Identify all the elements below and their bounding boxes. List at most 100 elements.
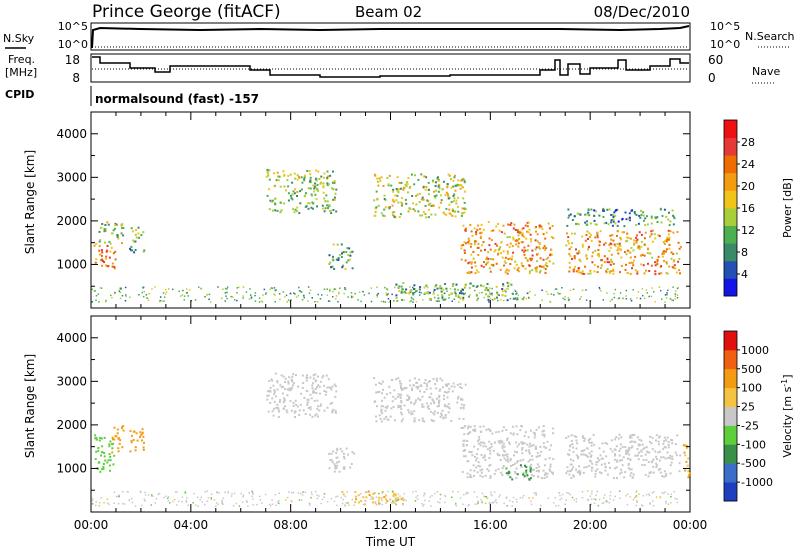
echo-cell — [652, 500, 654, 502]
echo-cell — [386, 289, 389, 291]
echo-cell — [312, 374, 315, 377]
echo-cell — [432, 412, 435, 415]
echo-cell — [391, 204, 394, 207]
echo-cell — [602, 215, 605, 218]
echo-cell — [512, 251, 515, 254]
echo-cell — [489, 463, 492, 466]
echo-cell — [461, 207, 464, 210]
echo-cell — [195, 504, 197, 506]
nave-tick-top: 60 — [708, 53, 723, 67]
echo-cell — [677, 286, 679, 289]
echo-cell — [420, 173, 423, 176]
echo-cell — [644, 224, 647, 227]
echo-cell — [209, 301, 212, 303]
echo-cell — [188, 289, 191, 291]
echo-cell — [637, 246, 639, 249]
echo-cell — [584, 221, 587, 224]
echo-cell — [507, 285, 510, 288]
echo-cell — [565, 436, 568, 439]
echo-cell — [98, 249, 101, 252]
echo-cell — [611, 224, 614, 227]
echo-cell — [393, 200, 396, 203]
echo-cell — [121, 227, 124, 230]
echo-cell — [379, 502, 382, 505]
echo-cell — [600, 463, 603, 466]
echo-cell — [469, 224, 472, 226]
echo-cell — [640, 450, 643, 453]
echo-cell — [416, 193, 419, 196]
echo-cell — [441, 294, 443, 296]
echo-cell — [462, 443, 465, 446]
echo-cell — [154, 286, 156, 288]
echo-cell — [658, 235, 661, 238]
echo-cell — [440, 414, 443, 417]
echo-cell — [297, 294, 299, 297]
colorbar-frame — [723, 330, 738, 502]
echo-cell — [421, 503, 423, 505]
echo-cell — [269, 199, 272, 202]
echo-cell — [380, 383, 383, 385]
echo-cell — [571, 257, 573, 260]
echo-cell — [433, 492, 436, 495]
echo-cell — [334, 395, 337, 398]
echo-cell — [530, 444, 533, 447]
echo-cell — [616, 234, 618, 237]
echo-cell — [473, 243, 476, 246]
echo-cell — [566, 466, 569, 469]
echo-cell — [98, 439, 101, 442]
echo-cell — [667, 440, 670, 443]
echo-cell — [429, 402, 432, 405]
echo-cell — [463, 181, 466, 184]
echo-cell — [474, 272, 477, 275]
echo-cell — [507, 288, 509, 290]
echo-cell — [663, 475, 666, 478]
echo-cell — [398, 380, 401, 383]
echo-cell — [162, 292, 165, 294]
echo-cell — [538, 426, 540, 429]
echo-cell — [435, 181, 437, 184]
echo-cell — [402, 186, 405, 189]
echo-cell — [313, 399, 316, 402]
echo-cell — [628, 216, 631, 219]
echo-cell — [463, 207, 466, 210]
echo-cell — [357, 299, 359, 301]
echo-cell — [656, 464, 659, 467]
echo-cell — [618, 450, 621, 453]
echo-cell — [659, 497, 661, 499]
echo-cell — [593, 443, 596, 446]
echo-cell — [434, 213, 437, 216]
echo-cell — [402, 288, 404, 291]
echo-cell — [201, 501, 204, 503]
echo-cell — [309, 173, 312, 176]
echo-cell — [268, 188, 271, 191]
cpid-value: normalsound (fast) -157 — [95, 92, 259, 106]
echo-cell — [118, 289, 120, 292]
echo-cell — [568, 266, 571, 269]
echo-cell — [499, 441, 502, 444]
echo-cell — [630, 446, 633, 449]
echo-cell — [633, 212, 636, 215]
echo-cell — [98, 301, 100, 303]
echo-cell — [524, 431, 527, 434]
echo-cell — [579, 473, 581, 476]
echo-cell — [337, 257, 340, 260]
echo-cell — [436, 412, 439, 414]
echo-cell — [331, 258, 334, 261]
echo-cell — [276, 381, 279, 384]
echo-cell — [391, 293, 393, 296]
echo-cell — [628, 453, 631, 456]
echo-cell — [165, 291, 168, 293]
echo-cell — [395, 283, 398, 286]
echo-cell — [114, 227, 116, 230]
echo-cell — [103, 452, 106, 454]
echo-cell — [449, 288, 452, 290]
echo-cell — [439, 498, 442, 500]
echo-cell — [521, 446, 524, 449]
echo-cell — [640, 245, 643, 248]
echo-cell — [639, 216, 642, 219]
echo-cell — [632, 261, 634, 264]
echo-cell — [670, 496, 672, 498]
echo-cell — [438, 389, 441, 392]
echo-cell — [598, 498, 601, 501]
echo-cell — [534, 239, 537, 242]
